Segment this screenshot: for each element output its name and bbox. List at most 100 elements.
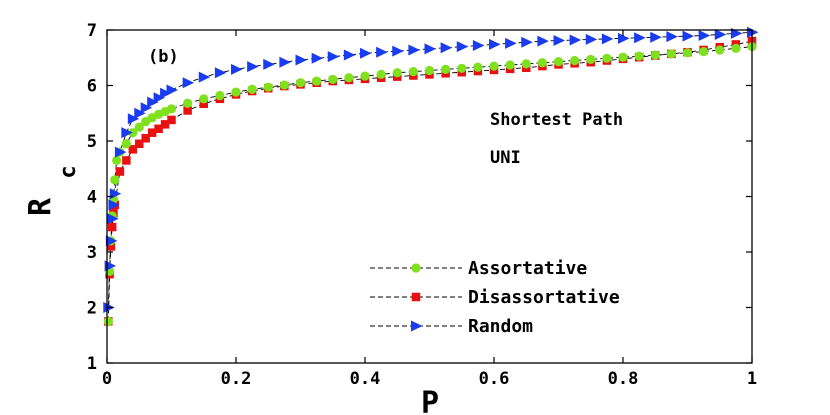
data-point-assortative: [215, 90, 225, 101]
data-point-random: [105, 235, 118, 247]
data-point-random: [247, 61, 259, 73]
data-point-assortative: [537, 58, 547, 68]
data-point-disassortative: [106, 242, 116, 251]
data-point-random: [618, 32, 630, 44]
data-point-assortative: [360, 71, 370, 81]
data-point-random: [376, 46, 388, 58]
data-point-assortative: [618, 52, 628, 62]
data-point-random: [166, 84, 178, 96]
legend-item-random: Random: [370, 316, 533, 337]
data-point-assortative: [682, 48, 693, 58]
data-point-random: [107, 213, 119, 225]
data-point-assortative: [134, 122, 144, 132]
data-point-disassortative: [107, 222, 117, 232]
legend-label: Assortative: [468, 258, 587, 279]
data-point-random: [601, 33, 614, 45]
data-point-assortative: [424, 65, 435, 76]
data-point-random: [472, 40, 485, 52]
data-point-assortative: [166, 104, 177, 114]
data-point-disassortative: [135, 139, 144, 149]
data-point-disassortative: [167, 115, 176, 125]
x-tick-label: 0: [102, 369, 112, 389]
chart-marks: [103, 26, 759, 326]
data-point-random: [140, 102, 153, 114]
data-point-random: [134, 107, 146, 119]
legend-label: Disassortative: [468, 287, 620, 308]
legend: Assortative Disassortative Random: [370, 258, 620, 337]
data-point-random: [295, 54, 307, 66]
series-assortative: [103, 42, 757, 326]
data-point-assortative: [570, 55, 580, 66]
data-point-assortative: [505, 60, 515, 70]
axis-ticks: 0 0.2 0.4 0.6 0.8 1 1 2 3 4 5 6 7: [87, 21, 757, 389]
x-tick-label: 0.8: [608, 369, 639, 389]
y-tick-label: 5: [87, 132, 97, 152]
data-point-assortative: [312, 76, 322, 86]
data-point-random: [311, 52, 324, 64]
data-point-random: [392, 45, 404, 57]
data-point-assortative: [183, 98, 193, 108]
legend-item-disassortative: Disassortative: [370, 287, 620, 308]
data-point-random: [231, 63, 243, 75]
data-point-assortative: [602, 53, 612, 63]
data-point-random: [747, 26, 759, 38]
data-point-assortative: [110, 175, 120, 185]
data-point-assortative: [392, 68, 402, 78]
data-point-random: [127, 113, 140, 125]
data-point-assortative: [376, 69, 386, 79]
data-point-assortative: [699, 47, 709, 57]
legend-item-assortative: Assortative: [370, 258, 587, 279]
data-point-random: [698, 30, 711, 42]
data-point-random: [440, 42, 453, 54]
data-point-disassortative: [199, 99, 208, 109]
x-axis-label: P: [421, 386, 439, 415]
y-tick-label: 1: [87, 354, 97, 374]
panel-label: (b): [148, 47, 179, 67]
data-point-assortative: [344, 73, 354, 83]
data-point-assortative: [247, 84, 257, 94]
data-point-random: [153, 92, 166, 104]
data-point-random: [456, 41, 469, 53]
data-point-assortative: [731, 43, 741, 53]
data-point-assortative: [328, 74, 338, 84]
data-point-random: [198, 71, 211, 83]
data-point-disassortative: [183, 106, 192, 115]
x-tick-label: 0.4: [350, 369, 381, 389]
data-point-random: [424, 43, 436, 55]
data-point-assortative: [650, 50, 660, 60]
data-point-random: [114, 146, 127, 158]
data-point-disassortative: [147, 128, 157, 137]
series-line-disassortative: [107, 40, 753, 322]
data-point-random: [666, 31, 678, 43]
data-point-random: [160, 87, 172, 99]
data-point-assortative: [112, 155, 122, 166]
data-point-disassortative: [122, 156, 131, 165]
data-point-random: [279, 56, 291, 68]
data-point-assortative: [295, 78, 306, 88]
series-line-assortative: [107, 46, 753, 322]
data-point-random: [360, 47, 372, 59]
data-point-assortative: [666, 49, 676, 59]
data-point-assortative: [441, 64, 451, 75]
data-point-random: [505, 37, 517, 49]
data-point-assortative: [489, 61, 499, 71]
data-point-random: [408, 44, 420, 56]
data-point-random: [650, 31, 662, 43]
data-point-random: [569, 34, 582, 46]
data-point-assortative: [473, 62, 483, 72]
y-axis-label-group: R c: [23, 165, 81, 216]
data-point-disassortative: [141, 133, 150, 143]
x-tick-label: 0.2: [221, 369, 252, 389]
data-point-random: [108, 199, 120, 211]
data-point-assortative: [121, 139, 131, 149]
x-tick-label: 1: [747, 369, 757, 389]
data-point-disassortative: [128, 145, 138, 154]
data-point-random: [147, 96, 159, 108]
y-axis-label: R: [23, 197, 58, 216]
x-tick-label: 0.6: [479, 369, 510, 389]
legend-label: Random: [468, 316, 533, 337]
data-point-assortative: [231, 87, 241, 97]
data-point-disassortative: [115, 167, 125, 176]
y-tick-label: 7: [87, 21, 97, 41]
